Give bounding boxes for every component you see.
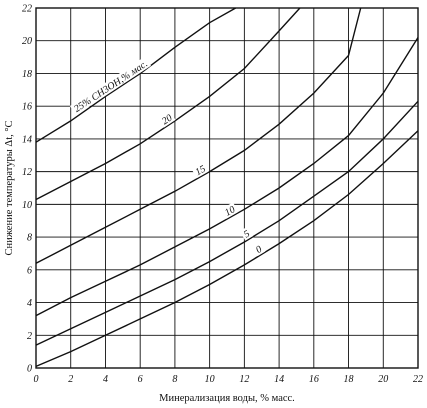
series-line [35,7,301,201]
curve-label-bg [69,56,151,116]
y-tick-label: 16 [22,102,32,113]
x-tick-label: 16 [309,374,319,385]
y-tick-label: 12 [22,167,32,178]
x-tick-label: 4 [103,374,108,385]
series-label: 15 [194,164,208,178]
series-label: 0 [254,244,264,256]
y-tick-label: 2 [27,331,32,342]
x-tick-label: 12 [239,374,249,385]
series-label: 5 [242,228,252,240]
series-label-group: 5 [239,226,254,241]
curve-label-bg [251,242,266,257]
x-tick-label: 20 [378,374,388,385]
x-tick-label: 2 [68,374,73,385]
x-tick-label: 14 [274,374,284,385]
x-tick-label: 8 [172,374,177,385]
series-label: 20 [160,113,174,128]
tick-labels: 0 2 4 6 8 10 12 14 16 18 20 22 0 2 4 6 8 10 12 14 16 18 20 22 [22,4,423,386]
curve-labels: 25% CH3OH,% мас. 20 15 10 50 [69,56,266,257]
series-label-group: 25% CH3OH,% мас. [69,56,151,116]
y-tick-label: 4 [27,298,32,309]
y-tick-label: 22 [22,4,32,15]
series-label-group: 20 [157,110,176,128]
series-line [35,7,237,143]
series-label: 10 [223,204,237,218]
x-tick-label: 18 [344,374,354,385]
curve-label-bg [157,110,176,128]
grid [35,7,419,369]
series-line [35,37,419,317]
x-tick-label: 6 [138,374,143,385]
y-axis-label: Снижение температуры Δt, °C [4,120,15,255]
series-line [35,7,362,264]
y-tick-label: 14 [22,134,32,145]
x-tick-label: 0 [34,374,39,385]
series-line [35,130,419,368]
y-tick-label: 8 [27,233,32,244]
y-tick-label: 10 [22,200,32,211]
curve-label-bg [239,226,254,241]
x-axis-label: Минерализация воды, % масс. [159,393,295,404]
y-tick-label: 18 [22,69,32,80]
x-tick-label: 10 [205,374,215,385]
y-tick-label: 20 [22,36,32,47]
x-tick-label: 22 [413,374,423,385]
y-tick-label: 0 [27,364,32,375]
plot-frame [35,7,419,369]
y-tick-label: 6 [27,265,32,276]
series-label-group: 10 [220,202,239,219]
series-label-group: 0 [251,242,266,257]
curves [35,7,419,368]
series-label-group: 15 [191,161,209,179]
curve-label-bg [220,202,239,219]
curve-label-bg [191,161,209,179]
series-line [35,100,419,346]
